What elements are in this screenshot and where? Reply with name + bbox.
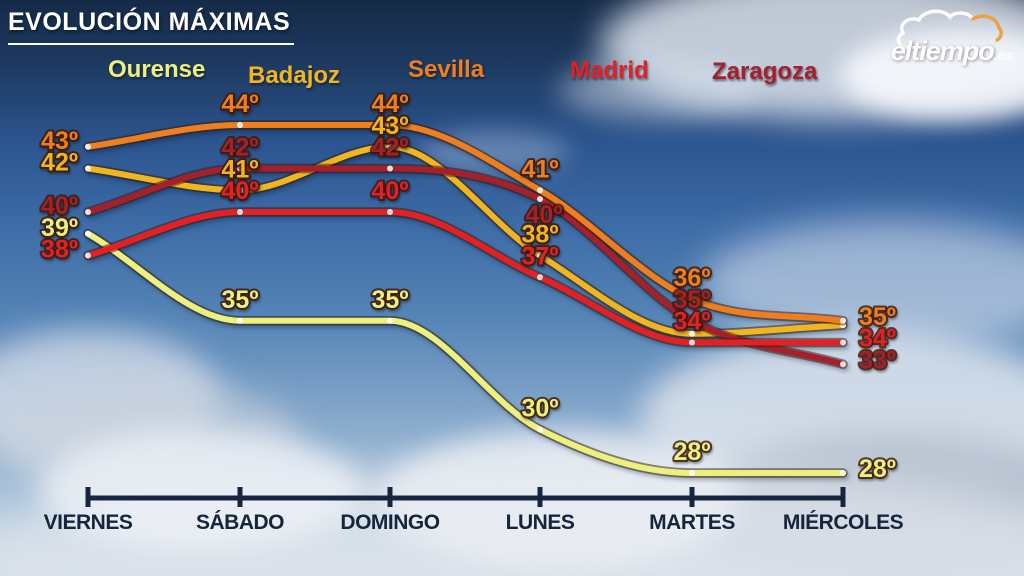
- data-point: [387, 317, 393, 324]
- temp-label: 42º: [372, 134, 409, 162]
- x-axis: [85, 487, 846, 507]
- temp-label: 44º: [222, 90, 259, 118]
- data-point: [85, 230, 91, 237]
- series-line-outline: [83, 120, 848, 326]
- data-point: [840, 361, 846, 368]
- data-point: [537, 426, 543, 433]
- data-point: [85, 143, 91, 150]
- data-point: [840, 470, 846, 476]
- temp-label: 43º: [372, 112, 409, 140]
- brand-name: eltiempo: [890, 36, 995, 66]
- temp-label: 40º: [372, 177, 409, 205]
- brand-logo: eltiempo.es: [884, 8, 1020, 67]
- axis-day-label: VIERNES: [44, 511, 133, 534]
- axis-day-label: SÁBADO: [196, 511, 284, 534]
- temp-label: 42º: [41, 149, 78, 177]
- legend-item-ourense: Ourense: [108, 56, 206, 83]
- temp-label: 28º: [859, 455, 896, 483]
- page-title: EVOLUCIÓN MÁXIMAS: [8, 6, 295, 45]
- temp-label: 35º: [222, 286, 259, 314]
- temp-label: 38º: [41, 236, 78, 264]
- data-point: [537, 252, 543, 259]
- data-point: [840, 339, 846, 346]
- temp-label: 40º: [41, 192, 78, 220]
- data-point: [85, 209, 91, 215]
- data-point: [387, 122, 393, 128]
- data-point: [689, 296, 695, 302]
- axis-day-label: LUNES: [506, 511, 575, 534]
- temp-label: 38º: [522, 221, 559, 249]
- temp-label: 35º: [674, 286, 711, 314]
- data-point: [840, 317, 846, 324]
- brand-tld: .es: [993, 47, 1014, 63]
- legend-item-badajoz: Badajoz: [248, 62, 341, 89]
- temp-label: 30º: [522, 395, 559, 423]
- data-point: [237, 209, 243, 215]
- temp-label: 41º: [222, 155, 259, 183]
- legend: Ourense Badajoz Sevilla Madrid Zaragoza: [0, 0, 1024, 100]
- axis-day-label: DOMINGO: [340, 511, 439, 534]
- series-line-outline: [83, 229, 848, 478]
- temp-label: 42º: [222, 134, 259, 162]
- axis-day-label: MIÉRCOLES: [783, 511, 904, 534]
- data-point: [237, 187, 243, 194]
- legend-item-sevilla: Sevilla: [408, 56, 485, 83]
- data-point: [537, 187, 543, 194]
- data-point: [85, 165, 91, 172]
- data-point: [537, 195, 543, 202]
- data-point: [387, 209, 393, 215]
- data-point: [689, 317, 695, 324]
- temp-label: 28º: [674, 438, 711, 466]
- legend-item-zaragoza: Zaragoza: [712, 58, 818, 85]
- series-line-zaragoza: [85, 165, 846, 368]
- data-point: [689, 339, 695, 346]
- data-point: [537, 274, 543, 281]
- data-point: [387, 165, 393, 172]
- temp-label: 35º: [372, 286, 409, 314]
- temp-label: 41º: [522, 155, 559, 183]
- data-point: [387, 143, 393, 150]
- data-point: [237, 165, 243, 172]
- temp-label: 40º: [526, 201, 563, 229]
- temp-label: 40º: [222, 177, 259, 205]
- data-point: [237, 122, 243, 128]
- data-point: [237, 317, 243, 324]
- series-line-sevilla: [85, 121, 846, 324]
- axis-day-label: MARTES: [649, 511, 735, 534]
- series-line-ourense: [85, 230, 846, 477]
- temp-label: 43º: [41, 127, 78, 155]
- data-point: [689, 470, 695, 476]
- temp-label: 44º: [372, 90, 409, 118]
- temp-label: 33º: [859, 346, 896, 374]
- legend-item-madrid: Madrid: [570, 57, 649, 84]
- series-line-outline: [83, 207, 848, 348]
- data-point: [85, 252, 91, 259]
- temp-label: 37º: [522, 242, 559, 270]
- temp-label: 39º: [41, 214, 78, 242]
